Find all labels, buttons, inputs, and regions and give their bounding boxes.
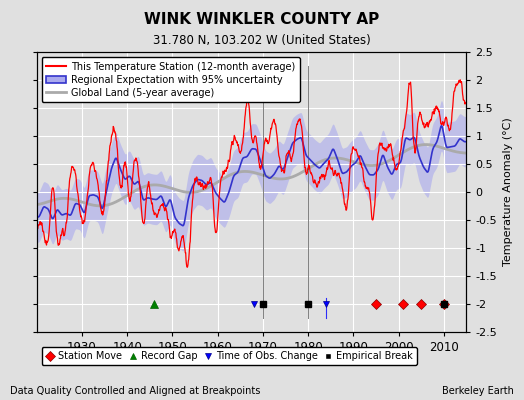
- Text: 31.780 N, 103.202 W (United States): 31.780 N, 103.202 W (United States): [153, 34, 371, 47]
- Legend: Station Move, Record Gap, Time of Obs. Change, Empirical Break: Station Move, Record Gap, Time of Obs. C…: [41, 347, 417, 365]
- Text: WINK WINKLER COUNTY AP: WINK WINKLER COUNTY AP: [145, 12, 379, 27]
- Text: Berkeley Earth: Berkeley Earth: [442, 386, 514, 396]
- Legend: This Temperature Station (12-month average), Regional Expectation with 95% uncer: This Temperature Station (12-month avera…: [41, 57, 300, 102]
- Y-axis label: Temperature Anomaly (°C): Temperature Anomaly (°C): [503, 118, 512, 266]
- Text: Data Quality Controlled and Aligned at Breakpoints: Data Quality Controlled and Aligned at B…: [10, 386, 261, 396]
